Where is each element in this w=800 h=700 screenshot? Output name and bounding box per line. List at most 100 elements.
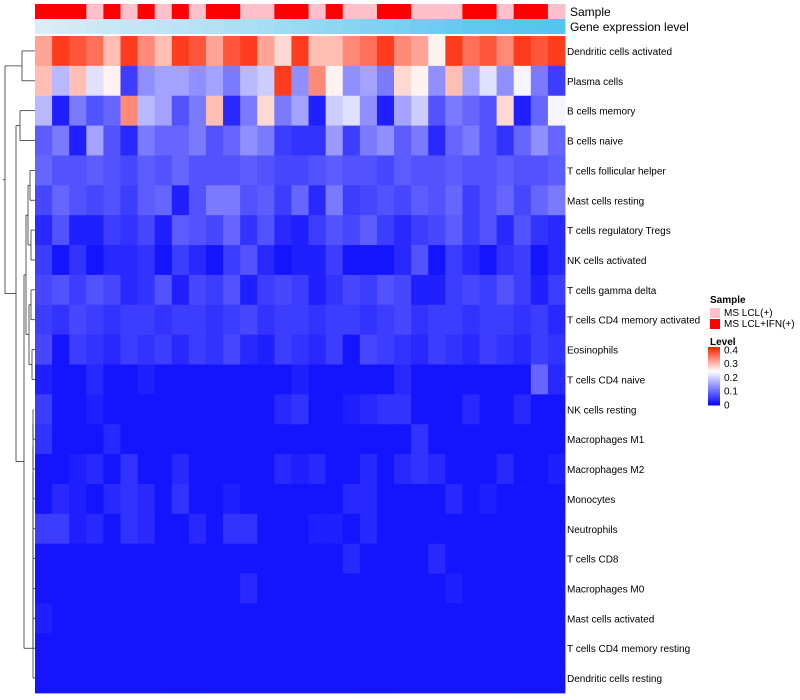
heatmap-cell (376, 483, 395, 515)
heatmap-cell (496, 454, 515, 485)
level-legend-gradient-step (708, 349, 720, 352)
heatmap-cell (445, 95, 463, 126)
heatmap-cell (137, 334, 156, 365)
level-legend-tick-label: 0.1 (724, 387, 738, 398)
heatmap-cell (69, 125, 87, 156)
expression-annotation-cell (325, 19, 344, 34)
heatmap-cell (530, 65, 549, 97)
heatmap-cell (205, 125, 224, 156)
heatmap-cell (496, 125, 515, 156)
heatmap-cell (205, 543, 224, 574)
heatmap-cell (274, 394, 292, 425)
expression-annotation-cell (240, 19, 258, 34)
heatmap-cell (308, 483, 327, 515)
heatmap-cell (513, 483, 532, 515)
heatmap-cell (411, 573, 429, 604)
heatmap-cell (325, 215, 344, 246)
expression-annotation-cell (547, 19, 566, 34)
heatmap-cell (462, 603, 480, 634)
heatmap-cell (171, 215, 190, 246)
heatmap-cell (120, 125, 138, 156)
level-legend-gradient-step (708, 403, 720, 406)
heatmap-cell (462, 513, 480, 545)
heatmap-cell (86, 663, 104, 694)
row-label: T cells regulatory Tregs (567, 226, 671, 237)
heatmap-cell (308, 394, 327, 425)
heatmap-cell (445, 424, 463, 455)
heatmap-cell (154, 513, 173, 545)
heatmap-cell (137, 513, 156, 545)
heatmap-cell (445, 454, 463, 485)
heatmap-cell (547, 65, 566, 97)
heatmap-cell (171, 513, 190, 545)
level-legend-gradient-step (708, 371, 720, 374)
heatmap-cell (188, 364, 207, 395)
heatmap-cell (428, 513, 446, 545)
heatmap-cell (69, 364, 87, 395)
sample-annotation-cell (394, 4, 412, 19)
heatmap-cell (547, 513, 566, 545)
sample-legend-title: Sample (710, 295, 746, 306)
heatmap-cell (69, 185, 87, 216)
heatmap-cell (137, 394, 156, 425)
heatmap-cell (69, 304, 87, 336)
heatmap-cell (120, 155, 138, 186)
heatmap-cell (137, 95, 156, 126)
heatmap-cell (530, 543, 549, 574)
heatmap-cell (205, 65, 224, 97)
heatmap-cell (205, 155, 224, 186)
row-label: NK cells resting (567, 405, 636, 416)
heatmap-cell (428, 155, 446, 186)
heatmap-cell (103, 274, 121, 306)
heatmap-cell (376, 65, 395, 97)
heatmap-cell (120, 394, 138, 425)
heatmap-cell (274, 215, 292, 246)
heatmap-cell (154, 95, 173, 126)
expression-annotation-cell (342, 19, 361, 34)
expression-annotation-cell (359, 19, 378, 34)
heatmap-cell (445, 304, 463, 336)
heatmap-cell (120, 513, 138, 545)
heatmap-cell (513, 274, 532, 306)
heatmap-cell (496, 334, 515, 365)
heatmap-cell (325, 364, 344, 395)
expression-annotation-cell (308, 19, 327, 34)
level-legend-gradient-step (708, 402, 720, 405)
level-legend-tick-label: 0 (724, 401, 730, 412)
heatmap-cell (479, 95, 498, 126)
sample-legend-swatch (710, 319, 720, 329)
heatmap-cell (103, 663, 121, 694)
heatmap-cell (359, 633, 378, 664)
heatmap-cell (394, 603, 412, 634)
heatmap-cell (291, 454, 309, 485)
heatmap-cell (308, 36, 327, 67)
heatmap-cell (428, 304, 446, 336)
heatmap-cell (240, 663, 258, 694)
expression-annotation-cell (120, 19, 138, 34)
heatmap-cell (69, 454, 87, 485)
sample-annotation-cell (257, 4, 275, 19)
heatmap-cell (496, 65, 515, 97)
heatmap-cell (35, 215, 53, 246)
heatmap-cell (52, 394, 70, 425)
heatmap-cell (103, 633, 121, 664)
heatmap-cell (69, 663, 87, 694)
level-legend-gradient-step (708, 365, 720, 368)
heatmap-cell (479, 155, 498, 186)
row-label: T cells gamma delta (567, 286, 657, 297)
heatmap-cell (479, 245, 498, 276)
heatmap-cell (479, 125, 498, 156)
heatmap-cell (428, 274, 446, 306)
heatmap-cell (188, 125, 207, 156)
expression-annotation-cell (530, 19, 549, 34)
heatmap-cell (462, 155, 480, 186)
heatmap-cell (462, 334, 480, 365)
level-legend-gradient-step (708, 358, 720, 361)
heatmap-cell (240, 185, 258, 216)
heatmap-cell (223, 274, 241, 306)
sample-annotation-cell (376, 4, 395, 19)
heatmap-cell (205, 633, 224, 664)
heatmap-cell (291, 185, 309, 216)
heatmap-cell (86, 334, 104, 365)
expression-annotation-cell (154, 19, 173, 34)
